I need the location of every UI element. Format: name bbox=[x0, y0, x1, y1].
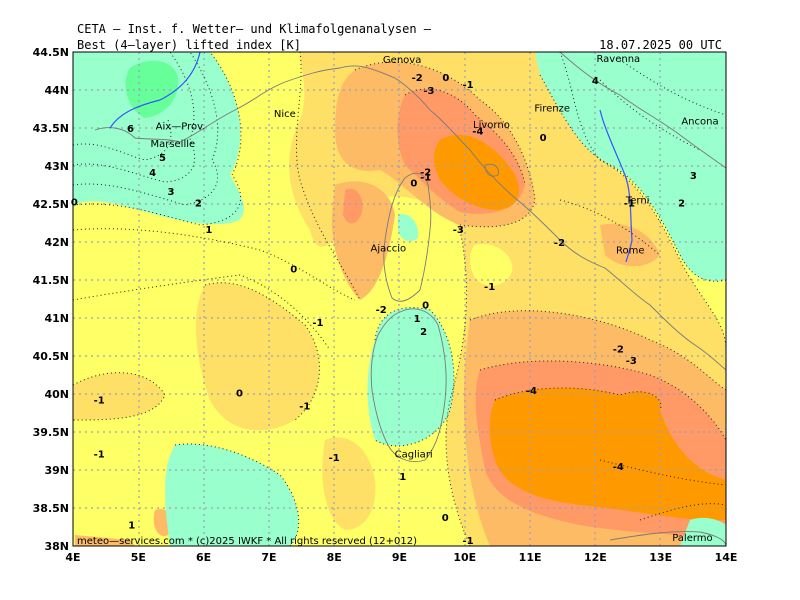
rivers bbox=[109, 52, 633, 263]
lon-tick-label: 7E bbox=[261, 551, 276, 564]
lat-tick-label: 44.5N bbox=[33, 46, 69, 59]
lat-tick-label: 43N bbox=[44, 160, 69, 173]
contour-value-label: -3 bbox=[423, 86, 434, 97]
city-label-genova: Genova bbox=[383, 55, 421, 66]
lon-tick-label: 14E bbox=[715, 551, 738, 564]
city-label-ravenna: Ravenna bbox=[596, 54, 640, 65]
contour-value-label: 1 bbox=[128, 521, 135, 532]
contour-value-label: 0 bbox=[442, 73, 449, 84]
product-title: Best_(4—layer)_lifted_index_[K] bbox=[77, 38, 301, 52]
lat-tick-label: 39.5N bbox=[33, 426, 69, 439]
city-label-terni: Terni bbox=[625, 195, 650, 206]
lat-tick-label: 40.5N bbox=[33, 350, 69, 363]
contour-value-label: 6 bbox=[127, 124, 134, 135]
lat-tick-label: 41N bbox=[44, 312, 69, 325]
axis-labels: 4E 5E 6E 7E 8E 9E 10E 11E 12E 13E 14E 44.5N 44N 43.5N… bbox=[33, 46, 738, 564]
contour-value-label: 1 bbox=[399, 472, 406, 483]
contour-value-label: -1 bbox=[94, 449, 105, 460]
contour-value-label: -2 bbox=[376, 305, 387, 316]
city-label-palermo: Palermo bbox=[672, 533, 712, 544]
contour-value-label: 0 bbox=[71, 198, 78, 209]
valid-time: 18.07.2025 00 UTC bbox=[599, 38, 722, 52]
lat-tick-label: 39N bbox=[44, 464, 69, 477]
map-field bbox=[73, 52, 726, 546]
map-frame bbox=[72, 51, 727, 547]
lat-tick-label: 42N bbox=[44, 236, 69, 249]
contour-lines bbox=[73, 52, 726, 546]
contour-value-label: -1 bbox=[484, 282, 495, 293]
city-label-livorno: Livorno bbox=[473, 120, 510, 131]
lat-tick-label: 44N bbox=[44, 84, 69, 97]
contour-value-label: 4 bbox=[149, 168, 156, 179]
contour-value-label: 0 bbox=[236, 388, 243, 399]
lon-tick-label: 11E bbox=[519, 551, 542, 564]
contour-value-label: -1 bbox=[420, 173, 431, 184]
band-minus5-minus4 bbox=[434, 134, 726, 521]
contour-value-label: 3 bbox=[167, 187, 174, 198]
contour-value-label: 3 bbox=[690, 171, 697, 182]
contour-value-label: -4 bbox=[472, 126, 483, 137]
city-label-aix-prov-: Aix—Prov. bbox=[156, 122, 206, 133]
contour-value-label: -1 bbox=[94, 395, 105, 406]
city-label-cagliari: Cagliari bbox=[395, 449, 433, 460]
lon-tick-label: 9E bbox=[392, 551, 407, 564]
contour-value-label: -1 bbox=[463, 536, 474, 547]
contour-value-label: 0 bbox=[540, 133, 547, 144]
contour-value-label: -3 bbox=[453, 225, 464, 236]
contour-value-label: -4 bbox=[613, 462, 624, 473]
contour-value-label: 4 bbox=[592, 76, 599, 87]
lat-tick-label: 42.5N bbox=[33, 198, 69, 211]
contour-value-label: 5 bbox=[159, 153, 166, 164]
lat-lon-grid bbox=[73, 52, 726, 546]
city-label-ajaccio: Ajaccio bbox=[371, 243, 407, 254]
city-label-firenze: Firenze bbox=[534, 103, 570, 114]
contour-value-label: -2 bbox=[554, 238, 565, 249]
contour-value-label: 0 bbox=[410, 179, 417, 190]
lat-tick-label: 38N bbox=[44, 540, 69, 553]
contour-value-label: 0 bbox=[442, 513, 449, 524]
contour-value-label: -1 bbox=[329, 453, 340, 464]
contour-value-label: 1 bbox=[414, 314, 421, 325]
contour-value-label: 0 bbox=[422, 300, 429, 311]
contour-value-label: -1 bbox=[299, 401, 310, 412]
contour-value-label: 0 bbox=[290, 265, 297, 276]
lon-tick-label: 8E bbox=[327, 551, 342, 564]
institution-title: CETA — Inst. f. Wetter— und Klimafolgena… bbox=[77, 22, 432, 36]
lat-tick-label: 43.5N bbox=[33, 122, 69, 135]
lon-tick-label: 13E bbox=[649, 551, 672, 564]
contour-value-label: 1 bbox=[205, 225, 212, 236]
contour-value-label: 2 bbox=[420, 327, 427, 338]
city-labels: Genova Ravenna Nice Aix—Prov. Marseille Livor… bbox=[150, 54, 718, 544]
contour-value-label: -3 bbox=[626, 356, 637, 367]
lon-tick-label: 12E bbox=[584, 551, 607, 564]
lat-tick-label: 41.5N bbox=[33, 274, 69, 287]
lon-tick-label: 6E bbox=[196, 551, 211, 564]
contour-value-label: 2 bbox=[195, 198, 202, 209]
lon-tick-label: 4E bbox=[65, 551, 80, 564]
contour-value-label: -1 bbox=[463, 80, 474, 91]
city-label-nice: Nice bbox=[274, 109, 296, 120]
lat-tick-label: 38.5N bbox=[33, 502, 69, 515]
lon-tick-label: 10E bbox=[453, 551, 476, 564]
city-label-rome: Rome bbox=[616, 246, 645, 257]
contour-value-label: -2 bbox=[613, 344, 624, 355]
contour-value-label: -2 bbox=[412, 73, 423, 84]
contour-value-label: -1 bbox=[312, 318, 323, 329]
contour-value-label: 2 bbox=[678, 198, 685, 209]
contour-value-label: -2 bbox=[420, 167, 431, 178]
copyright-footer: meteo—services.com * (c)2025 IWKF * All … bbox=[77, 536, 417, 547]
city-label-marseille: Marseille bbox=[150, 139, 195, 150]
contour-value-label: -1 bbox=[624, 198, 635, 209]
coastlines bbox=[94, 52, 726, 546]
lon-tick-label: 5E bbox=[131, 551, 146, 564]
contour-value-label: -4 bbox=[526, 386, 537, 397]
lat-tick-label: 40N bbox=[44, 388, 69, 401]
city-label-ancona: Ancona bbox=[681, 116, 718, 127]
